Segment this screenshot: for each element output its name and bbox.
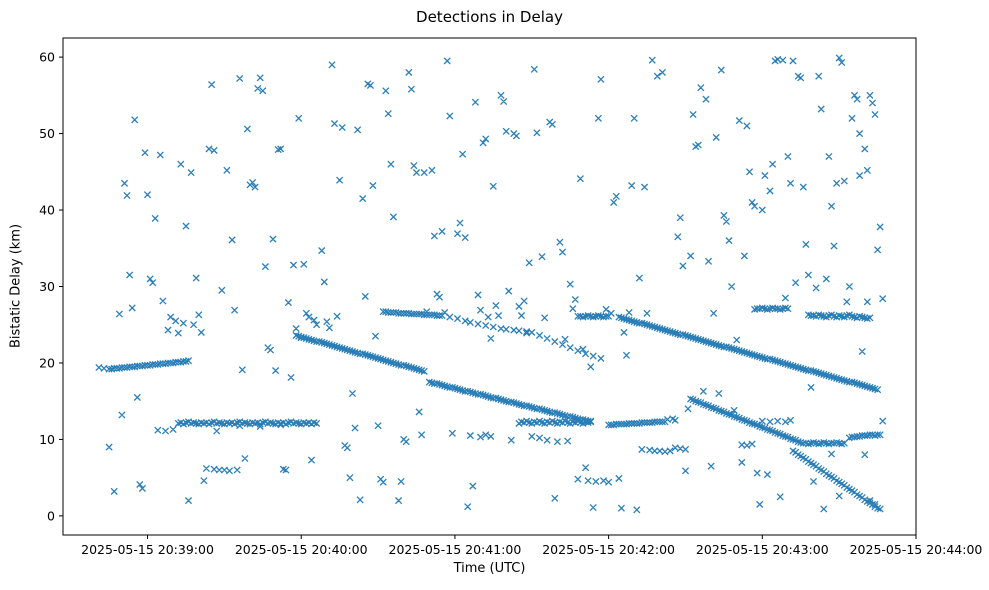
- x-tick-label: 2025-05-15 20:41:00: [389, 542, 522, 557]
- y-axis-label: Bistatic Delay (km): [8, 223, 24, 349]
- x-axis-label: Time (UTC): [453, 561, 526, 576]
- x-tick-label: 2025-05-15 20:42:00: [542, 542, 675, 557]
- y-tick-label: 30: [39, 279, 55, 294]
- data-points: [95, 54, 887, 514]
- y-tick-label: 20: [39, 355, 55, 370]
- y-tick-label: 10: [39, 432, 55, 447]
- y-axis-ticks: 0 10 20 30 40 50 60: [39, 50, 63, 523]
- x-axis-ticks: 2025-05-15 20:39:00 2025-05-15 20:40:00 20…: [81, 535, 982, 557]
- x-tick-label: 2025-05-15 20:43:00: [696, 542, 829, 557]
- y-tick-label: 50: [39, 126, 55, 141]
- x-tick-label: 2025-05-15 20:39:00: [81, 542, 214, 557]
- chart-title: Detections in Delay: [416, 8, 563, 26]
- y-tick-label: 0: [47, 508, 55, 523]
- axes-frame: [62, 37, 917, 536]
- y-tick-label: 60: [39, 50, 55, 65]
- y-tick-label: 40: [39, 203, 55, 218]
- x-tick-label: 2025-05-15 20:40:00: [235, 542, 368, 557]
- x-tick-label: 2025-05-15 20:44:00: [850, 542, 983, 557]
